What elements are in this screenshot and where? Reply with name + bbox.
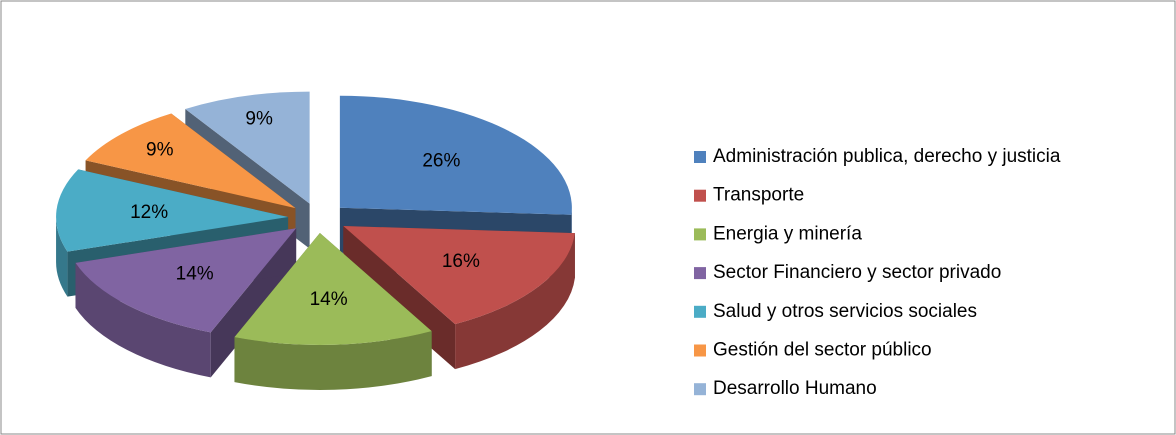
data-label: 16%	[442, 251, 480, 272]
legend-label: Energia y minería	[713, 223, 862, 244]
legend-swatch	[694, 267, 706, 280]
data-label: 26%	[422, 151, 460, 172]
slice-top	[339, 95, 572, 215]
legend: Administración publica, derecho y justic…	[694, 146, 1061, 399]
legend-label: Administración publica, derecho y justic…	[713, 146, 1061, 167]
slice-top	[75, 228, 297, 333]
slice-wall	[75, 262, 211, 378]
legend-swatch	[694, 228, 706, 241]
slice	[234, 232, 432, 390]
slice-wall	[455, 233, 575, 370]
legend-label: Gestión del sector público	[713, 340, 932, 361]
pie: 26% 16% 14% 14% 12% 9% 9%	[56, 91, 575, 390]
slice-wall	[56, 217, 68, 297]
legend-label: Transporte	[713, 185, 804, 206]
data-label: 9%	[146, 139, 174, 160]
legend-label: Sector Financiero y sector privado	[713, 262, 1001, 283]
data-label: 14%	[310, 289, 348, 310]
legend-label: Desarrollo Humano	[713, 378, 877, 399]
legend-swatch	[694, 189, 706, 202]
legend-swatch	[694, 151, 706, 163]
slice-top	[56, 169, 289, 252]
data-label: 12%	[130, 202, 168, 223]
legend-swatch	[694, 344, 706, 357]
slice-top	[234, 232, 432, 345]
slice	[75, 228, 297, 378]
slice-wall	[234, 331, 432, 390]
data-label: 9%	[245, 109, 273, 130]
slice-top	[85, 113, 296, 209]
data-label: 14%	[176, 263, 214, 284]
legend-swatch	[694, 305, 706, 318]
slice-top	[185, 91, 310, 204]
slice-top	[343, 226, 575, 325]
legend-label: Salud y otros servicios sociales	[713, 301, 977, 322]
legend-swatch	[694, 383, 706, 396]
